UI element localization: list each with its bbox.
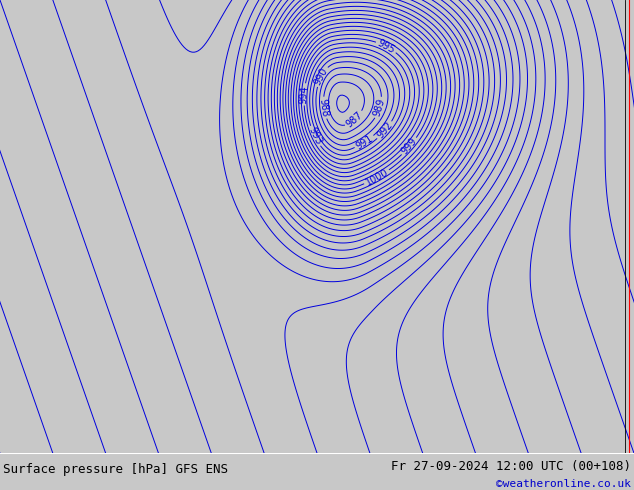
Text: ©weatheronline.co.uk: ©weatheronline.co.uk xyxy=(496,480,631,490)
Text: 994: 994 xyxy=(299,85,310,104)
Text: 995: 995 xyxy=(376,38,397,55)
Text: 1000: 1000 xyxy=(364,167,390,188)
Text: 990: 990 xyxy=(313,66,330,87)
Text: 999: 999 xyxy=(399,136,419,157)
Text: Fr 27-09-2024 12:00 UTC (00+108): Fr 27-09-2024 12:00 UTC (00+108) xyxy=(391,460,631,473)
Text: 989: 989 xyxy=(372,98,387,118)
Text: 991: 991 xyxy=(354,133,375,151)
Text: 993: 993 xyxy=(306,126,323,147)
Text: 988: 988 xyxy=(318,98,330,118)
Text: Surface pressure [hPa] GFS ENS: Surface pressure [hPa] GFS ENS xyxy=(3,463,228,476)
Text: 987: 987 xyxy=(344,110,365,129)
Text: 992: 992 xyxy=(375,120,395,141)
